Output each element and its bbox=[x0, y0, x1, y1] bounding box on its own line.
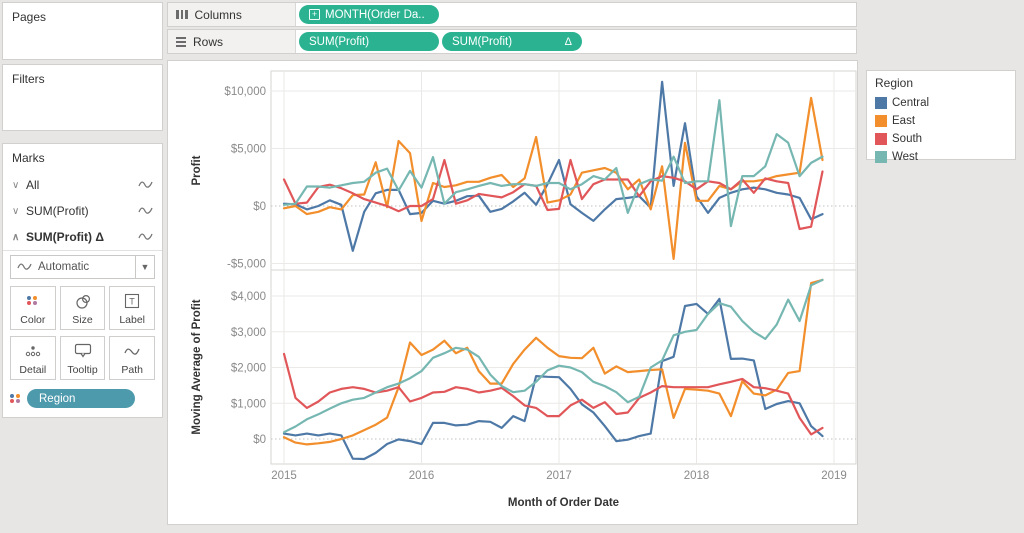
marks-title: Marks bbox=[12, 151, 45, 165]
path-line-icon bbox=[124, 337, 140, 364]
legend-title: Region bbox=[875, 76, 914, 90]
legend-item-south[interactable]: South bbox=[867, 130, 1015, 148]
columns-label: Columns bbox=[194, 7, 242, 22]
legend-item-west[interactable]: West bbox=[867, 148, 1015, 166]
pages-label: Pages bbox=[12, 10, 47, 24]
central-swatch bbox=[875, 97, 887, 109]
chart-svg[interactable]: $10,000 $5,000 $0 -$5,000 Profit $4,000 $3,000… bbox=[168, 61, 857, 524]
marks-item-sum-profit-delta[interactable]: ∧ SUM(Profit) Δ bbox=[3, 224, 162, 251]
chevron-up-icon[interactable]: ∧ bbox=[12, 231, 20, 243]
svg-text:2018: 2018 bbox=[684, 470, 710, 482]
label-T-icon: T bbox=[124, 287, 140, 314]
west-swatch bbox=[875, 151, 887, 163]
dropdown-caret-icon[interactable]: ▼ bbox=[135, 256, 154, 278]
rows-shelf[interactable]: Rows SUM(Profit) SUM(Profit) Δ bbox=[167, 29, 857, 54]
svg-text:2016: 2016 bbox=[409, 470, 435, 482]
sum-profit-pill[interactable]: SUM(Profit) bbox=[299, 32, 439, 51]
legend-item-east[interactable]: East bbox=[867, 112, 1015, 130]
color-dots-icon bbox=[10, 394, 21, 403]
region-encoding-pill[interactable]: Region bbox=[27, 389, 135, 408]
size-circles-icon bbox=[74, 287, 92, 314]
south-swatch bbox=[875, 133, 887, 145]
svg-text:$1,000: $1,000 bbox=[231, 398, 266, 410]
rows-icon bbox=[176, 36, 186, 47]
svg-text:-$5,000: -$5,000 bbox=[227, 259, 266, 271]
marks-card: Marks ∨ All ∨ SUM(Profit) ∧ SUM(Profit) … bbox=[2, 143, 163, 418]
filters-shelf[interactable]: Filters bbox=[2, 64, 163, 131]
size-button[interactable]: Size bbox=[59, 286, 106, 330]
svg-text:$2,000: $2,000 bbox=[231, 363, 266, 375]
columns-icon bbox=[176, 10, 188, 19]
chevron-down-icon[interactable]: ∨ bbox=[12, 205, 20, 217]
region-color-legend[interactable]: Region Central East South West bbox=[866, 70, 1016, 163]
svg-text:$5,000: $5,000 bbox=[231, 144, 266, 156]
pages-shelf[interactable]: Pages bbox=[2, 2, 163, 60]
svg-text:$4,000: $4,000 bbox=[231, 291, 266, 303]
columns-shelf[interactable]: Columns + MONTH(Order Da.. bbox=[167, 2, 857, 27]
svg-text:Month of Order Date: Month of Order Date bbox=[508, 497, 619, 509]
mark-type-dropdown[interactable]: Automatic ▼ bbox=[10, 255, 155, 279]
path-button[interactable]: Path bbox=[109, 336, 156, 380]
east-swatch bbox=[875, 115, 887, 127]
month-order-date-pill[interactable]: + MONTH(Order Da.. bbox=[299, 5, 439, 24]
svg-text:$10,000: $10,000 bbox=[224, 86, 266, 98]
legend-item-central[interactable]: Central bbox=[867, 94, 1015, 112]
detail-button[interactable]: Detail bbox=[10, 336, 56, 380]
color-button[interactable]: Color bbox=[10, 286, 56, 330]
svg-text:T: T bbox=[129, 296, 135, 306]
svg-text:2019: 2019 bbox=[821, 470, 847, 482]
color-dots-icon bbox=[27, 287, 38, 314]
sum-profit-delta-pill[interactable]: SUM(Profit) Δ bbox=[442, 32, 582, 51]
chevron-down-icon[interactable]: ∨ bbox=[12, 179, 20, 191]
expand-plus-icon[interactable]: + bbox=[309, 9, 320, 20]
svg-text:$0: $0 bbox=[253, 201, 266, 213]
svg-text:$3,000: $3,000 bbox=[231, 327, 266, 339]
svg-text:2015: 2015 bbox=[271, 470, 297, 482]
rows-label: Rows bbox=[193, 34, 224, 49]
marks-item-all[interactable]: ∨ All bbox=[3, 172, 162, 198]
svg-text:Profit: Profit bbox=[191, 155, 203, 185]
filters-label: Filters bbox=[12, 72, 45, 86]
line-mark-icon bbox=[138, 230, 153, 244]
line-mark-icon bbox=[138, 204, 153, 218]
svg-text:2017: 2017 bbox=[546, 470, 572, 482]
tooltip-bubble-icon bbox=[74, 337, 92, 364]
label-button[interactable]: T Label bbox=[109, 286, 156, 330]
line-mark-icon bbox=[138, 178, 153, 192]
svg-text:Moving Average of Profit: Moving Average of Profit bbox=[191, 299, 203, 434]
detail-dots-icon bbox=[24, 337, 42, 364]
worksheet-canvas[interactable]: $10,000 $5,000 $0 -$5,000 Profit $4,000 $3,000… bbox=[167, 60, 858, 525]
tooltip-button[interactable]: Tooltip bbox=[59, 336, 106, 380]
line-mark-icon bbox=[17, 261, 32, 274]
delta-icon: Δ bbox=[564, 35, 572, 48]
svg-text:$0: $0 bbox=[253, 434, 266, 446]
marks-item-sum-profit[interactable]: ∨ SUM(Profit) bbox=[3, 198, 162, 224]
